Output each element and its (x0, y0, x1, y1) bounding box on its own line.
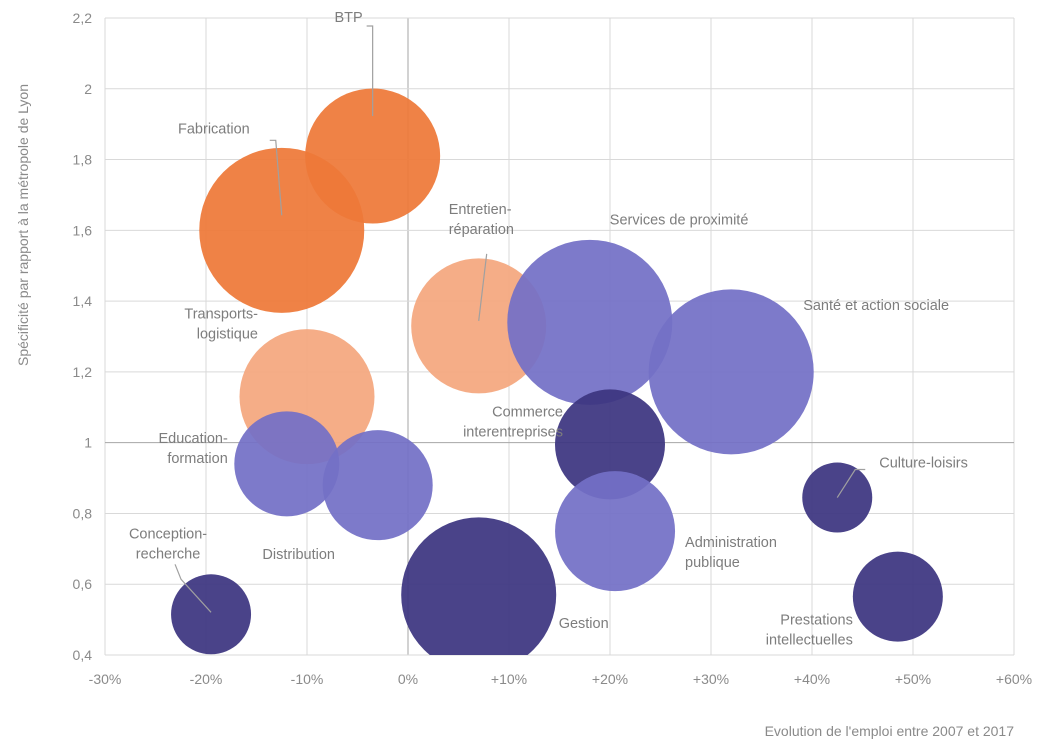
bubble-distribution (322, 430, 433, 541)
bubble-label-line: Commerce (492, 404, 563, 420)
y-tick-label: 2,2 (73, 10, 93, 26)
y-tick-label: 0,4 (73, 647, 93, 663)
y-axis-ticks: 0,4 0,6 0,8 1 1,2 1,4 1,6 1,8 2 2,2 (73, 10, 93, 663)
bubble-prestations-intellectuelles (852, 551, 943, 642)
x-tick-label: +10% (491, 671, 527, 687)
y-tick-label: 1,8 (73, 152, 93, 168)
bubble-label-line: Services de proximité (610, 212, 749, 228)
bubble-label-line: recherche (136, 546, 200, 562)
bubble-label-line: Culture-loisirs (879, 456, 968, 472)
x-tick-label: +20% (592, 671, 628, 687)
x-tick-label: -30% (89, 671, 122, 687)
leader-line-btp (366, 25, 374, 117)
x-tick-label: -10% (291, 671, 324, 687)
leader-line-entretien-reparation (478, 253, 488, 321)
x-tick-label: +60% (996, 671, 1032, 687)
bubble-label-education-formation: Education-formation (158, 431, 227, 467)
bubble-label-conception-recherche: Conception-recherche (129, 526, 207, 562)
x-tick-label: +50% (895, 671, 931, 687)
bubble-label-line: Administration (685, 535, 777, 551)
bubble-services-de-proximite (507, 239, 673, 405)
leader-line-conception-recherche (174, 564, 212, 613)
x-axis-ticks: -30% -20% -10% 0% +10% +20% +30% +40% +50% +60% (89, 671, 1032, 687)
x-tick-label: -20% (190, 671, 223, 687)
bubble-label-fabrication: Fabrication (178, 121, 250, 137)
bubble-label-line: publique (685, 555, 740, 571)
bubble-label-line: intellectuelles (766, 633, 853, 649)
bubble-label-line: Education- (158, 431, 227, 447)
bubble-label-line: Distribution (262, 547, 335, 563)
bubble-label-line: logistique (197, 327, 258, 343)
x-axis-title: Evolution de l'emploi entre 2007 et 2017 (765, 723, 1015, 739)
bubble-label-prestations-intellectuelles: Prestations intellectuelles (766, 613, 853, 649)
bubble-label-btp: BTP (334, 10, 362, 26)
y-tick-label: 0,6 (73, 576, 93, 592)
bubble-labels: BTP Fabrication Entretien-réparation Servic… (129, 10, 968, 649)
y-axis-title: Spécificité par rapport à la métropole d… (15, 84, 31, 366)
bubble-label-distribution: Distribution (262, 547, 335, 563)
bubble-label-gestion: Gestion (559, 616, 609, 632)
x-tick-label: +40% (794, 671, 830, 687)
bubble-label-entretien-reparation: Entretien-réparation (449, 202, 514, 238)
bubble-label-sante-et-action-sociale: Santé et action sociale (803, 298, 949, 314)
bubble-label-line: Fabrication (178, 121, 250, 137)
bubble-education-formation (234, 411, 340, 517)
bubble-label-line: Conception- (129, 526, 207, 542)
y-tick-label: 2 (84, 81, 92, 97)
bubble-label-administration-publique: Administration publique (685, 535, 777, 571)
bubble-label-culture-loisirs: Culture-loisirs (879, 456, 968, 472)
y-tick-label: 1 (84, 435, 92, 451)
bubble-conception-recherche (171, 574, 252, 655)
bubble-administration-publique (555, 471, 676, 592)
bubble-label-services-de-proximite: Services de proximité (610, 212, 749, 228)
bubble-label-line: interentreprises (463, 424, 563, 440)
x-tick-label: 0% (398, 671, 418, 687)
bubble-label-line: formation (167, 451, 227, 467)
bubble-commerce-interentreprises (555, 389, 665, 500)
bubble-sante-et-action-sociale (648, 289, 814, 455)
bubble-label-transports-logistique: Transports-logistique (184, 307, 258, 343)
bubble-fabrication (199, 147, 365, 313)
bubble-label-line: Prestations (780, 613, 853, 629)
bubbles (171, 88, 943, 655)
leader-lines (174, 25, 866, 613)
leader-line-culture-loisirs (836, 468, 866, 498)
bubble-gestion (401, 517, 557, 655)
bubble-label-line: Transports- (184, 307, 258, 323)
bubble-label-line: Santé et action sociale (803, 298, 949, 314)
y-tick-label: 1,2 (73, 364, 93, 380)
y-tick-label: 0,8 (73, 505, 93, 521)
leader-line-fabrication (269, 139, 283, 216)
bubble-entretien-reparation (411, 258, 547, 394)
y-tick-label: 1,4 (73, 293, 93, 309)
bubble-label-line: BTP (334, 10, 362, 26)
bubble-label-line: Entretien- (449, 202, 512, 218)
bubble-label-line: Gestion (559, 616, 609, 632)
bubble-label-line: réparation (449, 222, 514, 238)
bubble-label-commerce-interentreprises: Commerce interentreprises (463, 404, 563, 440)
x-tick-label: +30% (693, 671, 729, 687)
y-tick-label: 1,6 (73, 222, 93, 238)
